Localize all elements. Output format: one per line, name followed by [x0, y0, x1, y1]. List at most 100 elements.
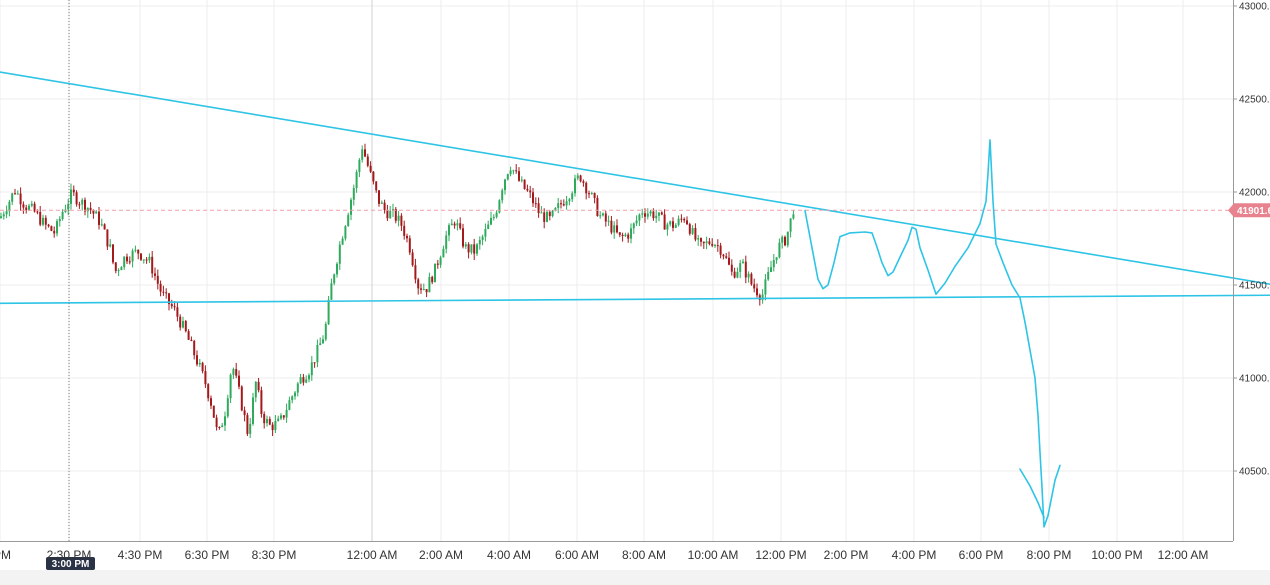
candle-body	[705, 241, 708, 244]
candle-body	[193, 340, 196, 356]
candle-body	[260, 390, 263, 414]
candle-body	[316, 345, 319, 363]
candle-body	[257, 381, 260, 391]
candle-body	[736, 271, 739, 278]
x-tick-label: 6:00 AM	[555, 548, 599, 562]
candle-body	[711, 243, 714, 246]
candle-body	[299, 377, 302, 384]
candle-body	[694, 228, 697, 240]
candle-body	[478, 239, 481, 245]
candle-body	[792, 214, 795, 219]
candle-body	[501, 190, 504, 201]
projection-stroke	[804, 139, 1061, 528]
candle-body	[361, 149, 364, 160]
trendlines	[0, 71, 1270, 305]
candlestick-series	[0, 143, 795, 438]
candle-body	[383, 202, 386, 211]
candle-body	[285, 409, 288, 418]
x-tick-label: 4:00 PM	[892, 548, 937, 562]
candle-body	[364, 149, 366, 157]
candle-body	[621, 234, 624, 237]
candle-body	[590, 193, 593, 195]
candle-body	[226, 398, 229, 417]
x-tick-label: 8:00 AM	[622, 548, 666, 562]
candle-body	[159, 283, 162, 292]
candle-body	[145, 259, 148, 261]
candle-body	[310, 362, 313, 376]
candle-body	[691, 228, 694, 234]
candle-body	[89, 207, 92, 211]
candle-body	[84, 199, 86, 212]
candle-body	[75, 192, 78, 205]
candle-body	[442, 248, 445, 258]
candle-body	[280, 415, 282, 419]
crosshair-time-tag	[46, 557, 95, 570]
candle-body	[658, 212, 660, 216]
candle-body	[481, 236, 484, 240]
candle-body	[428, 276, 431, 293]
candle-body	[182, 321, 184, 328]
candle-body	[607, 220, 610, 222]
candle-body	[534, 203, 537, 205]
candle-body	[246, 415, 249, 434]
candle-body	[498, 200, 501, 213]
candle-body	[218, 426, 221, 428]
y-tick-label: 43000.	[1239, 2, 1270, 13]
candle-body	[459, 223, 462, 229]
candle-body	[571, 193, 574, 200]
candle-body	[39, 212, 42, 225]
drawn-projection	[804, 139, 1061, 528]
candle-body	[753, 284, 756, 289]
candle-body	[635, 220, 638, 224]
candle-body	[56, 221, 58, 234]
candle-body	[506, 174, 509, 180]
candle-body	[204, 371, 207, 385]
candle-body	[131, 250, 134, 262]
candle-body	[347, 214, 350, 227]
x-axis: PM 2:30 PM 4:30 PM 6:30 PM 8:30 PM 12:00 AM 2:…	[0, 541, 1270, 585]
y-tick-label: 42500.	[1239, 95, 1270, 106]
candle-body	[403, 225, 406, 236]
candle-body	[470, 244, 473, 253]
candle-body	[86, 207, 89, 212]
candle-body	[476, 244, 478, 254]
candle-body	[431, 276, 434, 283]
candle-body	[551, 210, 554, 217]
candle-body	[212, 405, 215, 418]
candle-body	[504, 179, 506, 191]
candle-body	[30, 203, 33, 206]
candle-body	[495, 212, 498, 217]
x-tick-label: 6:00 PM	[959, 548, 1004, 562]
candle-body	[123, 256, 126, 268]
candle-body	[14, 193, 16, 195]
candle-body	[638, 214, 641, 221]
x-tick-label: 6:30 PM	[185, 548, 230, 562]
candle-body	[537, 203, 540, 214]
candle-body	[137, 249, 140, 254]
candle-body	[604, 213, 607, 222]
candle-body	[582, 181, 585, 183]
candle-body	[117, 270, 120, 272]
candle-body	[660, 212, 663, 215]
candle-body	[764, 279, 767, 295]
last-price-tag	[1228, 203, 1270, 218]
candle-body	[109, 244, 112, 247]
candle-body	[28, 205, 30, 210]
candle-body	[243, 410, 246, 416]
candle-body	[58, 218, 61, 222]
candle-body	[448, 225, 450, 236]
candle-body	[42, 217, 44, 225]
candle-body	[47, 224, 50, 227]
candle-body	[308, 375, 310, 380]
candle-body	[414, 265, 417, 280]
candle-body	[176, 307, 179, 317]
candle-body	[126, 256, 128, 262]
candle-body	[697, 238, 700, 240]
candle-body	[789, 218, 792, 232]
candle-body	[350, 199, 352, 215]
candle-body	[632, 223, 635, 229]
descending-trendline	[0, 71, 1270, 285]
candle-body	[588, 193, 590, 195]
crosshair-time-label: 3:00 PM	[52, 559, 90, 570]
